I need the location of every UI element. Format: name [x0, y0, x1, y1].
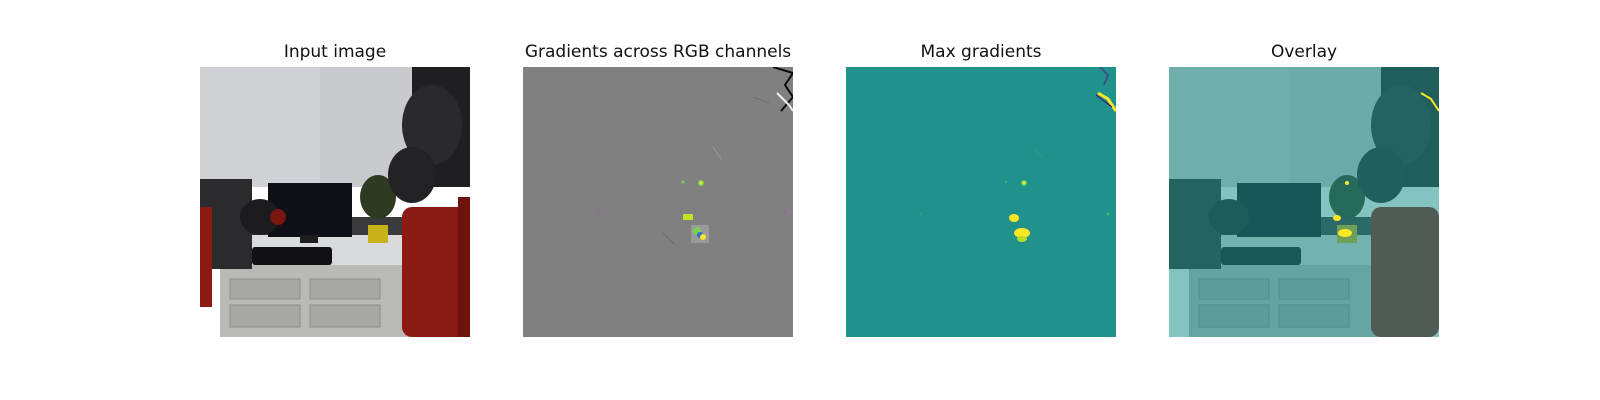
panel-title: Gradients across RGB channels — [524, 42, 792, 62]
gradients-rgb-map — [523, 67, 793, 337]
panel-gradients-rgb: Gradients across RGB channels — [523, 0, 793, 400]
panel-title: Overlay — [1270, 42, 1338, 62]
input-image-frame — [200, 67, 470, 337]
gradients-rgb-frame — [523, 67, 793, 337]
panel-title: Max gradients — [920, 42, 1042, 62]
panel-input-image: Input image — [200, 0, 470, 400]
overlay-image — [1169, 67, 1439, 337]
panel-max-gradients: Max gradients — [846, 0, 1116, 400]
panel-title: Input image — [283, 42, 387, 62]
panel-overlay: Overlay — [1169, 0, 1439, 400]
input-image-photo — [200, 67, 470, 337]
max-gradients-frame — [846, 67, 1116, 337]
overlay-frame — [1169, 67, 1439, 337]
max-gradients-map — [846, 67, 1116, 337]
